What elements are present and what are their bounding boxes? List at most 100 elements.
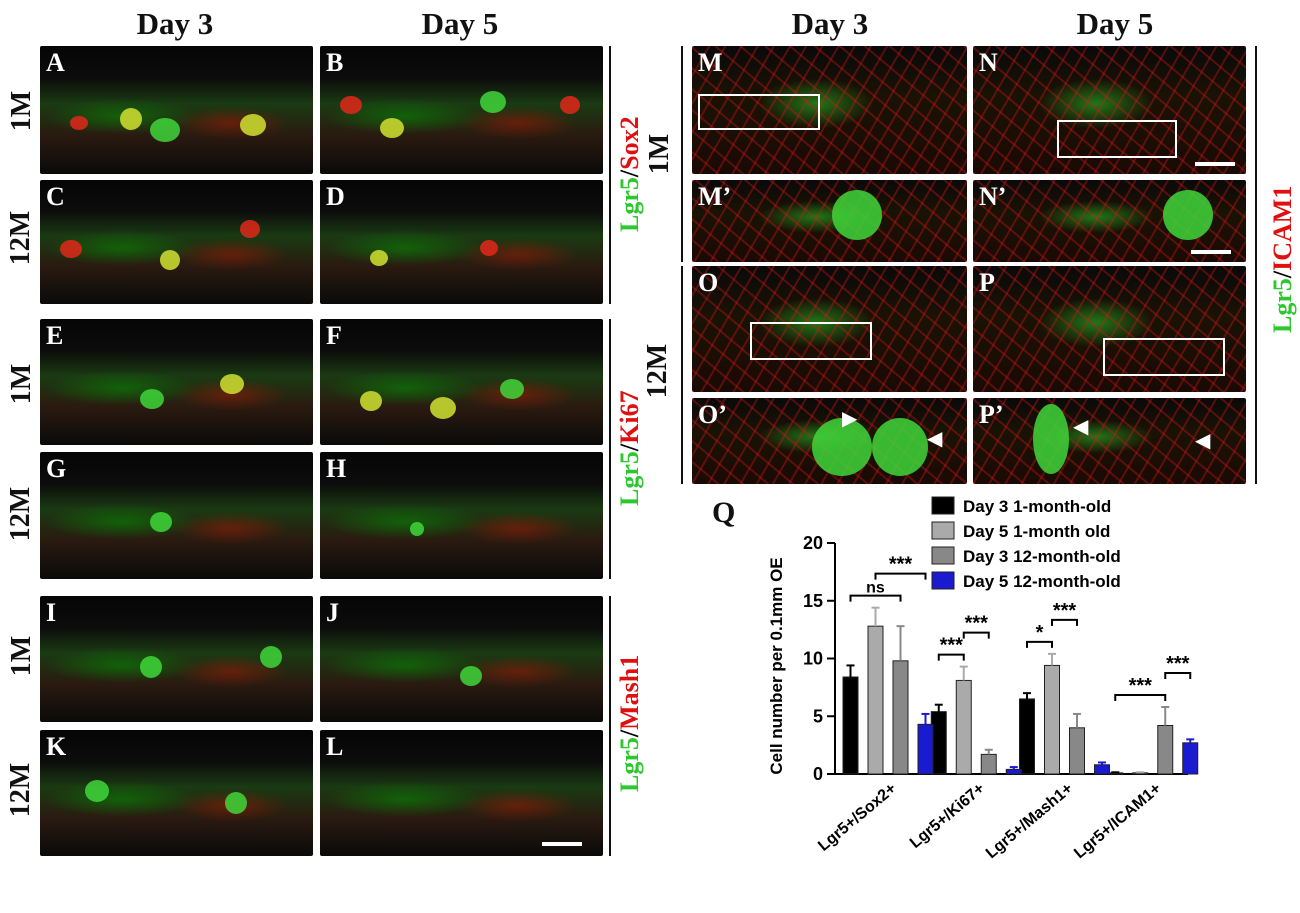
bar	[842, 676, 859, 775]
panel-b: B	[320, 46, 603, 174]
row-label-12m-ki67: 12M	[5, 486, 36, 542]
panel-letter: I	[46, 598, 57, 627]
panel-g: G	[40, 452, 313, 579]
stain-green-text: Lgr5	[615, 177, 644, 232]
panel-letter: L	[326, 732, 344, 761]
significance-bracket	[849, 594, 902, 602]
cell-marker	[1163, 190, 1213, 240]
panel-letter: N’	[979, 182, 1007, 211]
cell-marker	[220, 374, 244, 394]
panel-letter: H	[326, 454, 347, 483]
significance-bracket	[1114, 694, 1167, 702]
panel-n-prime: N’	[973, 180, 1246, 262]
bracket-line-sox2	[609, 46, 611, 304]
panel-l: L	[320, 730, 603, 856]
cell-marker	[430, 397, 456, 419]
bracket-line-left-1m	[681, 46, 683, 262]
bar	[1157, 724, 1174, 775]
bracket-line-left-12m	[681, 266, 683, 484]
stain-red-text: ICAM1	[1268, 185, 1297, 271]
panel-letter: G	[46, 454, 67, 483]
panel-letter: O’	[698, 400, 727, 429]
legend-swatch	[931, 571, 955, 590]
panel-letter: O	[698, 268, 719, 297]
bar	[867, 625, 884, 775]
panel-o-prime: ▶ ◀ O’	[692, 398, 967, 484]
col-header-day5-left: Day 5	[421, 6, 499, 41]
scale-bar	[1191, 250, 1231, 254]
row-label-1m-mash1: 1M	[6, 635, 37, 677]
stain-separator: /	[615, 169, 644, 178]
cell-marker	[1033, 404, 1069, 474]
cell-marker	[240, 220, 260, 238]
panel-m-prime: M’	[692, 180, 967, 262]
zoom-box	[1057, 120, 1177, 158]
stain-separator: /	[615, 443, 644, 452]
significance-label: ns	[866, 580, 885, 597]
bar	[955, 679, 972, 775]
arrowhead-icon: ▶	[842, 408, 858, 430]
cell-marker	[370, 250, 388, 266]
bracket-line-mash1	[609, 596, 611, 856]
panel-n: N	[973, 46, 1246, 174]
panel-letter: P	[979, 268, 995, 297]
significance-label: *	[1036, 622, 1044, 644]
y-axis-label: Cell number per 0.1mm OE	[767, 557, 786, 774]
x-tick-label: Lgr5+/Ki67+	[907, 780, 988, 852]
scale-bar	[1195, 162, 1235, 166]
stain-label-sox2: Lgr5/Sox2	[615, 116, 645, 232]
y-tick-label: 15	[803, 591, 823, 611]
panel-letter: E	[46, 321, 64, 350]
significance-label: ***	[1129, 675, 1153, 697]
panel-f: F	[320, 319, 603, 445]
cell-marker	[260, 646, 282, 668]
panel-o: O	[692, 266, 967, 392]
cell-marker	[340, 96, 362, 114]
row-label-12m-sox2: 12M	[5, 210, 36, 266]
panel-e: E	[40, 319, 313, 445]
y-tick-label: 0	[813, 764, 823, 784]
cell-marker	[140, 389, 164, 409]
cell-marker	[160, 250, 180, 270]
panel-letter: B	[326, 48, 344, 77]
panel-letter: P’	[979, 400, 1004, 429]
col-header-day3-right: Day 3	[791, 6, 869, 41]
panel-c: C	[40, 180, 313, 304]
col-header-day3-left: Day 3	[136, 6, 214, 41]
arrowhead-icon: ◀	[1073, 416, 1089, 438]
panel-letter-q: Q	[712, 496, 736, 529]
y-tick-label: 5	[813, 706, 823, 726]
significance-bracket	[1051, 618, 1078, 626]
zoom-box	[750, 322, 872, 360]
col-header-day5-right: Day 5	[1076, 6, 1154, 41]
scale-bar	[542, 842, 582, 846]
stain-label-icam1: Lgr5/ICAM1	[1268, 186, 1298, 333]
zoom-box	[1103, 338, 1225, 376]
zoom-box	[698, 94, 820, 130]
legend-label: Day 5 12-month-old	[963, 572, 1121, 591]
row-label-1m-sox2: 1M	[6, 90, 37, 132]
panel-letter: C	[46, 182, 65, 211]
cell-marker	[360, 391, 382, 411]
cell-marker	[480, 91, 506, 113]
y-tick-label: 20	[803, 533, 823, 553]
bracket-line-icam1	[1255, 46, 1257, 484]
panel-p-prime: ◀ ◀ P’	[973, 398, 1246, 484]
panel-letter: J	[326, 598, 339, 627]
row-label-12m-mash1: 12M	[5, 762, 36, 818]
significance-label: ***	[889, 554, 913, 576]
panel-p: P	[973, 266, 1246, 392]
stain-green-text: Lgr5	[615, 451, 644, 506]
stain-separator: /	[615, 729, 644, 738]
cell-marker	[560, 96, 580, 114]
panel-d: D	[320, 180, 603, 304]
cell-marker	[460, 666, 482, 686]
bar	[1005, 768, 1022, 775]
cell-marker	[480, 240, 498, 256]
bar	[1094, 764, 1110, 775]
stain-label-mash1: Lgr5/Mash1	[615, 655, 645, 792]
significance-bracket	[1164, 672, 1192, 680]
bar	[1182, 742, 1199, 775]
x-tick-label: Lgr5+/Sox2+	[815, 780, 900, 855]
significance-bracket	[962, 631, 990, 639]
